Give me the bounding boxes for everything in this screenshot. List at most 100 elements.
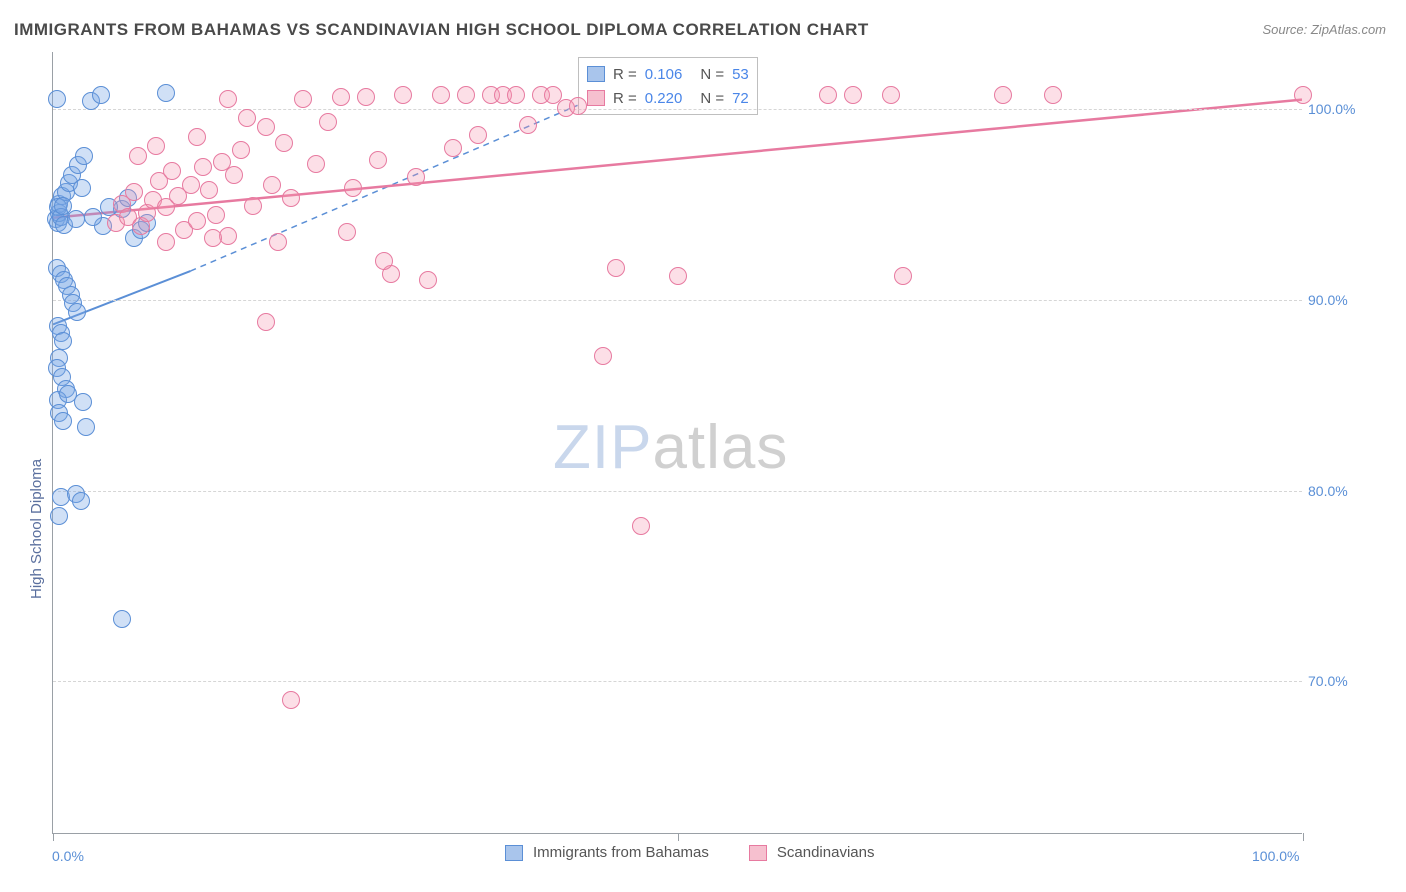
data-point-scandinavian (244, 197, 262, 215)
data-point-bahamas (48, 90, 66, 108)
data-point-scandinavian (200, 181, 218, 199)
data-point-scandinavian (232, 141, 250, 159)
watermark-zip: ZIP (553, 413, 652, 482)
x-axis-label-max: 100.0% (1252, 848, 1299, 864)
watermark: ZIPatlas (553, 412, 788, 483)
data-point-scandinavian (1044, 86, 1062, 104)
watermark-atlas: atlas (652, 413, 788, 482)
data-point-scandinavian (432, 86, 450, 104)
data-point-bahamas (113, 610, 131, 628)
corr-r-value: 0.106 (645, 66, 683, 83)
data-point-bahamas (54, 412, 72, 430)
data-point-bahamas (75, 147, 93, 165)
data-point-bahamas (73, 179, 91, 197)
gridline (53, 491, 1302, 492)
data-point-scandinavian (269, 233, 287, 251)
x-tick (678, 833, 679, 841)
swatch-scandinavian (587, 90, 605, 106)
data-point-bahamas (54, 332, 72, 350)
data-point-scandinavian (188, 128, 206, 146)
x-tick (1303, 833, 1304, 841)
data-point-scandinavian (125, 183, 143, 201)
data-point-scandinavian (257, 313, 275, 331)
corr-row-bahamas: R = 0.106 N = 53 (587, 62, 749, 86)
data-point-scandinavian (375, 252, 393, 270)
data-point-scandinavian (204, 229, 222, 247)
data-point-bahamas (77, 418, 95, 436)
data-point-scandinavian (357, 88, 375, 106)
gridline (53, 681, 1302, 682)
scatter-plot-area: R =0.106N =53R =0.220N =72 ZIPatlas 70.0… (52, 52, 1302, 834)
y-tick-label: 70.0% (1308, 673, 1364, 689)
corr-r-label: R = (613, 66, 637, 83)
data-point-scandinavian (394, 86, 412, 104)
data-point-scandinavian (207, 206, 225, 224)
chart-title: IMMIGRANTS FROM BAHAMAS VS SCANDINAVIAN … (14, 20, 869, 40)
data-point-scandinavian (319, 113, 337, 131)
data-point-scandinavian (669, 267, 687, 285)
data-point-scandinavian (219, 90, 237, 108)
data-point-scandinavian (147, 137, 165, 155)
data-point-scandinavian (1294, 86, 1312, 104)
y-tick-label: 90.0% (1308, 292, 1364, 308)
data-point-scandinavian (507, 86, 525, 104)
data-point-scandinavian (238, 109, 256, 127)
data-point-scandinavian (819, 86, 837, 104)
corr-n-label: N = (700, 90, 724, 107)
data-point-scandinavian (275, 134, 293, 152)
data-point-scandinavian (882, 86, 900, 104)
corr-r-label: R = (613, 90, 637, 107)
data-point-scandinavian (282, 691, 300, 709)
data-point-scandinavian (332, 88, 350, 106)
corr-r-value: 0.220 (645, 90, 683, 107)
legend-label-scandinavian: Scandinavians (777, 844, 875, 861)
data-point-bahamas (157, 84, 175, 102)
data-point-scandinavian (182, 176, 200, 194)
series-legend: Immigrants from Bahamas Scandinavians (505, 844, 874, 861)
data-point-scandinavian (894, 267, 912, 285)
data-point-scandinavian (194, 158, 212, 176)
data-point-scandinavian (338, 223, 356, 241)
legend-swatch-bahamas (505, 845, 523, 861)
data-point-scandinavian (369, 151, 387, 169)
data-point-scandinavian (263, 176, 281, 194)
data-point-scandinavian (344, 179, 362, 197)
data-point-bahamas (67, 210, 85, 228)
data-point-scandinavian (469, 126, 487, 144)
data-point-scandinavian (294, 90, 312, 108)
x-axis-label-min: 0.0% (52, 848, 84, 864)
corr-n-value: 72 (732, 90, 749, 107)
data-point-bahamas (84, 208, 102, 226)
data-point-scandinavian (632, 517, 650, 535)
legend-swatch-scandinavian (749, 845, 767, 861)
data-point-scandinavian (188, 212, 206, 230)
data-point-scandinavian (157, 233, 175, 251)
correlation-legend-box: R = 0.106 N = 53 R = 0.220 N = 72 (578, 57, 758, 115)
data-point-scandinavian (594, 347, 612, 365)
data-point-scandinavian (519, 116, 537, 134)
swatch-bahamas (587, 66, 605, 82)
data-point-scandinavian (444, 139, 462, 157)
y-tick-label: 80.0% (1308, 483, 1364, 499)
data-point-scandinavian (607, 259, 625, 277)
data-point-scandinavian (282, 189, 300, 207)
source-attribution: Source: ZipAtlas.com (1262, 22, 1386, 37)
data-point-bahamas (50, 507, 68, 525)
data-point-scandinavian (419, 271, 437, 289)
data-point-scandinavian (844, 86, 862, 104)
corr-n-value: 53 (732, 66, 749, 83)
data-point-bahamas (92, 86, 110, 104)
data-point-scandinavian (457, 86, 475, 104)
y-tick-label: 100.0% (1308, 101, 1364, 117)
data-point-scandinavian (225, 166, 243, 184)
corr-n-label: N = (700, 66, 724, 83)
data-point-scandinavian (163, 162, 181, 180)
data-point-scandinavian (307, 155, 325, 173)
data-point-scandinavian (569, 97, 587, 115)
legend-label-bahamas: Immigrants from Bahamas (533, 844, 709, 861)
data-point-scandinavian (407, 168, 425, 186)
x-tick (53, 833, 54, 841)
data-point-scandinavian (129, 147, 147, 165)
data-point-scandinavian (994, 86, 1012, 104)
corr-row-scandinavian: R = 0.220 N = 72 (587, 86, 749, 110)
